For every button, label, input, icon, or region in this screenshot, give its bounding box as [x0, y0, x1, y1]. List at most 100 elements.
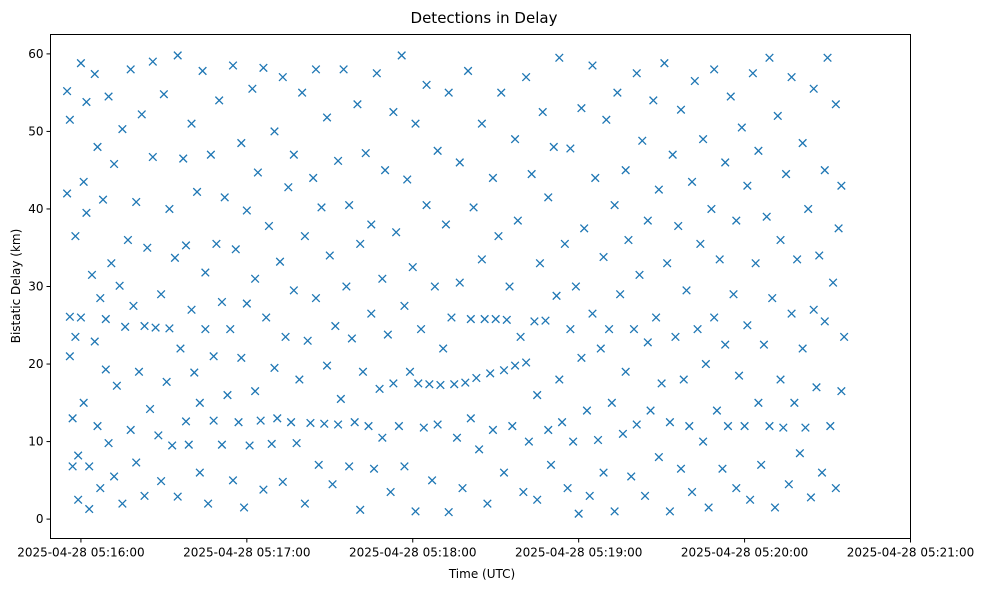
data-point [129, 301, 138, 311]
data-point [344, 462, 354, 471]
data-point [217, 440, 227, 449]
data-point [239, 503, 249, 512]
data-point [579, 224, 589, 233]
data-point [776, 235, 785, 245]
data-point [303, 336, 312, 346]
data-point [687, 487, 697, 497]
data-point [814, 251, 824, 260]
data-point [322, 113, 332, 122]
data-point [98, 195, 108, 204]
data-point [626, 472, 636, 481]
data-point [198, 66, 207, 76]
data-point [668, 150, 677, 159]
data-point [665, 417, 675, 427]
data-point [286, 417, 296, 427]
data-point [137, 110, 147, 119]
data-point [358, 367, 368, 377]
data-point [654, 185, 664, 194]
data-point [629, 324, 639, 334]
data-point [792, 255, 802, 264]
data-point [516, 332, 525, 342]
data-point [698, 437, 708, 446]
data-point [425, 379, 434, 389]
data-point [118, 499, 127, 508]
data-point [754, 398, 763, 408]
data-point [433, 146, 442, 156]
chart-title: Detections in Delay [411, 9, 558, 27]
data-point [740, 421, 749, 431]
data-point [798, 344, 807, 353]
data-point [322, 361, 332, 370]
data-point [195, 398, 205, 408]
data-point [331, 321, 340, 331]
data-point [466, 314, 476, 324]
data-point [720, 340, 730, 349]
data-point [729, 289, 738, 299]
data-point [82, 97, 91, 107]
data-point [762, 212, 771, 221]
data-point [480, 314, 489, 324]
data-point [690, 76, 700, 86]
data-point [242, 206, 252, 215]
data-point [765, 53, 774, 63]
data-point [541, 316, 550, 325]
y-tick-label: 0 [36, 512, 44, 526]
data-point [73, 495, 83, 504]
data-point [90, 337, 100, 346]
data-point [156, 476, 166, 486]
data-point [696, 239, 705, 249]
data-point [203, 499, 213, 508]
data-point [837, 181, 846, 190]
data-point [400, 301, 409, 311]
data-point [676, 464, 686, 473]
x-tick-label: 2025-04-28 05:19:00 [515, 546, 642, 560]
data-point [253, 168, 263, 177]
data-point [201, 268, 210, 277]
data-point [192, 187, 202, 197]
data-point [834, 224, 843, 233]
data-point [458, 483, 467, 493]
data-point [176, 344, 185, 353]
data-point [378, 433, 387, 442]
data-point [510, 134, 520, 144]
data-point [65, 115, 75, 125]
data-point [508, 421, 517, 431]
data-point [214, 96, 224, 105]
data-point [604, 324, 614, 334]
data-point [225, 324, 235, 334]
data-point [444, 88, 453, 97]
data-point [806, 493, 816, 502]
data-point [787, 309, 796, 318]
x-tick-label: 2025-04-28 05:21:00 [847, 546, 974, 560]
data-point [187, 305, 196, 315]
x-tick-label: 2025-04-28 05:20:00 [681, 546, 808, 560]
data-point [530, 317, 539, 326]
data-point [134, 367, 144, 377]
data-point [317, 203, 326, 212]
data-point [743, 321, 752, 330]
data-point [281, 332, 290, 342]
data-point [173, 51, 182, 60]
data-point [206, 150, 216, 159]
data-point [411, 119, 420, 128]
data-point [237, 353, 246, 363]
data-point [671, 332, 680, 342]
data-point [826, 421, 835, 431]
data-point [344, 200, 354, 210]
data-point [521, 358, 531, 367]
data-point [118, 124, 127, 134]
data-point [165, 324, 174, 333]
data-point [524, 437, 534, 446]
data-point [613, 88, 622, 97]
data-point [751, 258, 760, 268]
data-point [532, 495, 542, 504]
data-point [643, 216, 653, 225]
data-point [596, 344, 606, 353]
data-point [159, 89, 169, 99]
data-point [665, 507, 675, 516]
data-point [289, 150, 299, 159]
data-point [574, 509, 583, 518]
data-point [651, 313, 661, 322]
data-point [126, 425, 135, 435]
